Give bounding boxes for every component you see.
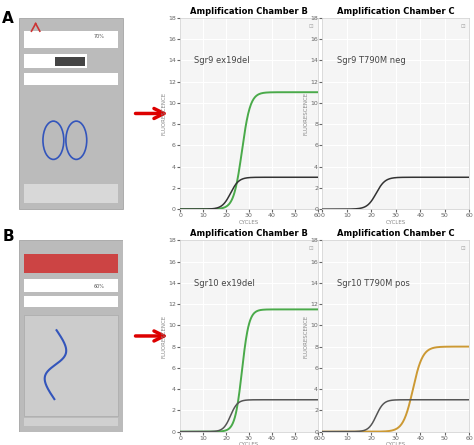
- Y-axis label: FLUORESCENCE: FLUORESCENCE: [162, 315, 167, 357]
- Bar: [24, 418, 118, 426]
- Text: ⊡: ⊡: [460, 246, 465, 251]
- Y-axis label: FLUORESCENCE: FLUORESCENCE: [304, 315, 309, 357]
- Bar: [24, 73, 118, 85]
- Bar: [24, 315, 118, 417]
- Bar: [24, 296, 118, 307]
- Y-axis label: FLUORESCENCE: FLUORESCENCE: [162, 92, 167, 135]
- Text: Sgr9 ex19del: Sgr9 ex19del: [194, 56, 249, 65]
- Text: ⊡: ⊡: [309, 246, 313, 251]
- Title: Amplification Chamber C: Amplification Chamber C: [337, 229, 455, 238]
- Text: B: B: [2, 229, 14, 244]
- X-axis label: CYCLES: CYCLES: [239, 220, 259, 225]
- Text: 70%: 70%: [94, 34, 105, 40]
- Text: ⊡: ⊡: [460, 24, 465, 28]
- Bar: [24, 254, 118, 273]
- Text: A: A: [2, 11, 14, 26]
- Title: Amplification Chamber B: Amplification Chamber B: [190, 7, 308, 16]
- Text: ⊡: ⊡: [309, 24, 313, 28]
- Text: Sgr10 T790M pos: Sgr10 T790M pos: [337, 279, 410, 287]
- Y-axis label: FLUORESCENCE: FLUORESCENCE: [304, 92, 309, 135]
- Text: Sgr10 ex19del: Sgr10 ex19del: [194, 279, 255, 287]
- Title: Amplification Chamber C: Amplification Chamber C: [337, 7, 455, 16]
- X-axis label: CYCLES: CYCLES: [239, 442, 259, 445]
- X-axis label: CYCLES: CYCLES: [386, 220, 406, 225]
- X-axis label: CYCLES: CYCLES: [386, 442, 406, 445]
- Bar: [55, 57, 85, 65]
- Text: Sgr9 T790M neg: Sgr9 T790M neg: [337, 56, 406, 65]
- Title: Amplification Chamber B: Amplification Chamber B: [190, 229, 308, 238]
- Bar: [24, 31, 118, 49]
- Bar: [24, 279, 118, 292]
- Bar: [24, 54, 87, 68]
- Bar: [24, 184, 118, 203]
- Text: 60%: 60%: [94, 284, 105, 289]
